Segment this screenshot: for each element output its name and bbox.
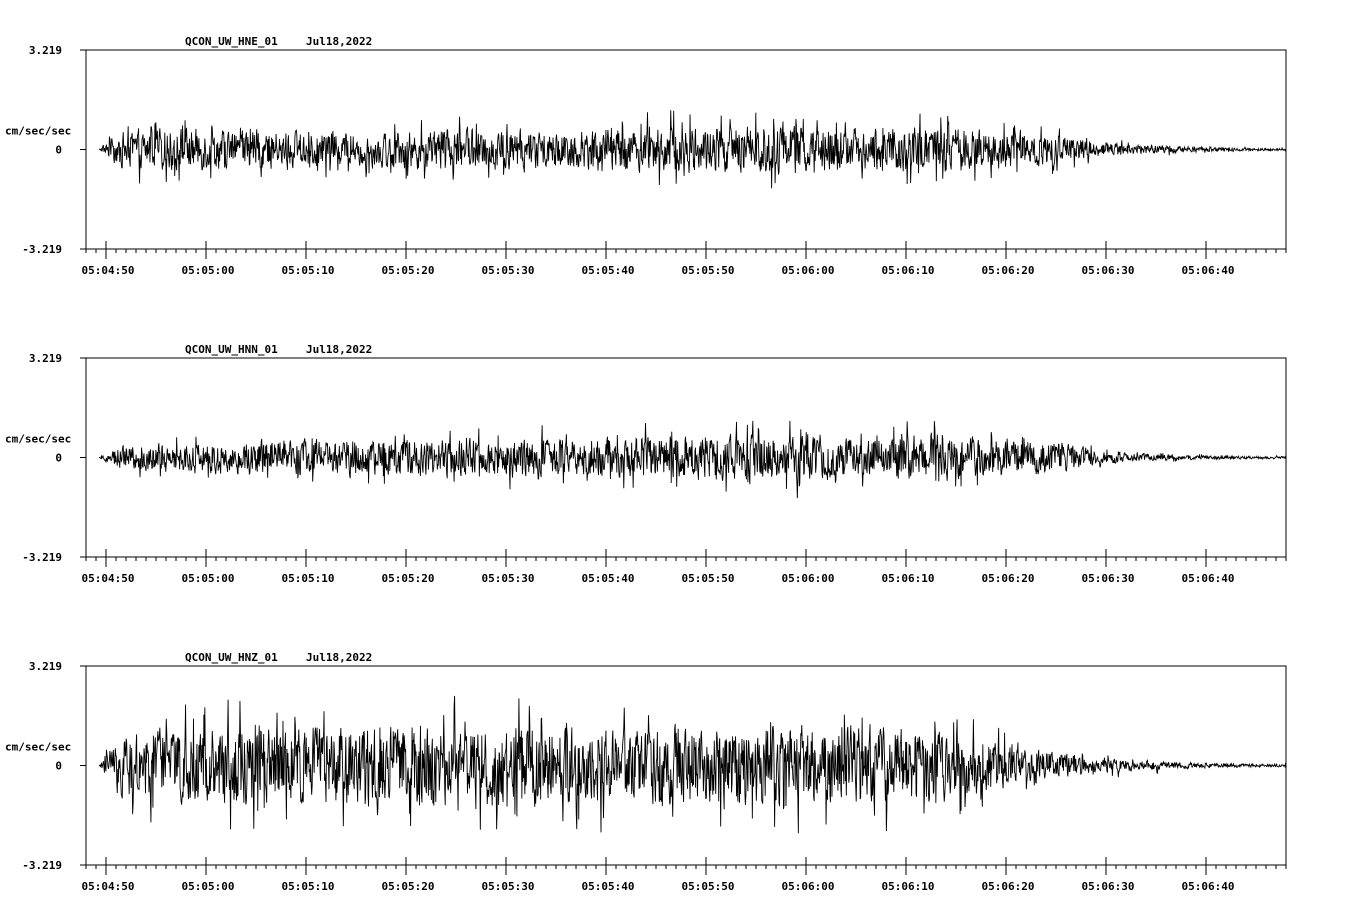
channel-panel-3: 3.219 0 -3.219 cm/sec/sec QCON_UW_HNZ_01 Jul1… [5,651,1287,893]
x-tick-label: 05:06:10 [882,264,935,277]
x-tick-label: 05:05:20 [382,572,435,585]
channel-panel-1: 3.219 0 -3.219 cm/sec/sec QCON_UW_HNE_01 Jul1… [5,35,1287,277]
x-tick-label: 05:05:30 [482,264,535,277]
channel-date: Jul18,2022 [306,651,372,664]
x-tick-label: 05:05:40 [582,880,635,893]
channel-title: QCON_UW_HNE_01 [185,35,278,48]
x-tick-label: 05:04:50 [82,264,135,277]
channel-panel-2: 3.219 0 -3.219 cm/sec/sec QCON_UW_HNN_01 Jul1… [5,343,1287,585]
x-tick-label: 05:05:20 [382,880,435,893]
x-tick-label: 05:06:20 [982,264,1035,277]
x-tick-label: 05:06:40 [1182,264,1235,277]
y-tick-label: 0 [55,144,62,157]
x-tick-label: 05:05:00 [182,880,235,893]
x-tick-label: 05:06:20 [982,572,1035,585]
x-tick-label: 05:06:40 [1182,880,1235,893]
x-tick-label: 05:06:20 [982,880,1035,893]
x-tick-label: 05:06:30 [1082,880,1135,893]
channel-title: QCON_UW_HNN_01 [185,343,278,356]
x-tick-label: 05:06:30 [1082,572,1135,585]
y-tick-label: -3.219 [22,243,62,256]
waveform-trace [98,420,1287,499]
x-tick-label: 05:05:10 [282,880,335,893]
channel-date: Jul18,2022 [306,35,372,48]
x-tick-label: 05:05:00 [182,572,235,585]
x-tick-label: 05:05:40 [582,264,635,277]
y-tick-label: 0 [55,760,62,773]
x-tick-label: 05:05:10 [282,572,335,585]
x-tick-label: 05:06:00 [782,880,835,893]
y-axis-label: cm/sec/sec [5,125,71,138]
y-tick-label: -3.219 [22,551,62,564]
x-tick-label: 05:05:00 [182,264,235,277]
x-tick-label: 05:06:00 [782,264,835,277]
channel-title: QCON_UW_HNZ_01 [185,651,278,664]
x-tick-label: 05:05:50 [682,880,735,893]
y-tick-label: -3.219 [22,859,62,872]
x-tick-label: 05:04:50 [82,572,135,585]
x-tick-label: 05:06:30 [1082,264,1135,277]
x-tick-label: 05:05:40 [582,572,635,585]
x-tick-label: 05:05:30 [482,572,535,585]
x-tick-label: 05:06:00 [782,572,835,585]
x-tick-label: 05:05:50 [682,264,735,277]
y-tick-label: 0 [55,452,62,465]
y-tick-label: 3.219 [29,44,62,57]
x-tick-label: 05:05:30 [482,880,535,893]
channel-date: Jul18,2022 [306,343,372,356]
x-tick-label: 05:05:20 [382,264,435,277]
x-tick-label: 05:05:50 [682,572,735,585]
y-axis-label: cm/sec/sec [5,741,71,754]
y-tick-label: 3.219 [29,352,62,365]
x-tick-label: 05:06:40 [1182,572,1235,585]
y-axis-label: cm/sec/sec [5,433,71,446]
x-tick-label: 05:05:10 [282,264,335,277]
y-tick-label: 3.219 [29,660,62,673]
waveform-trace [98,110,1287,189]
x-tick-label: 05:06:10 [882,880,935,893]
x-tick-label: 05:04:50 [82,880,135,893]
x-tick-label: 05:06:10 [882,572,935,585]
waveform-trace [98,695,1287,834]
